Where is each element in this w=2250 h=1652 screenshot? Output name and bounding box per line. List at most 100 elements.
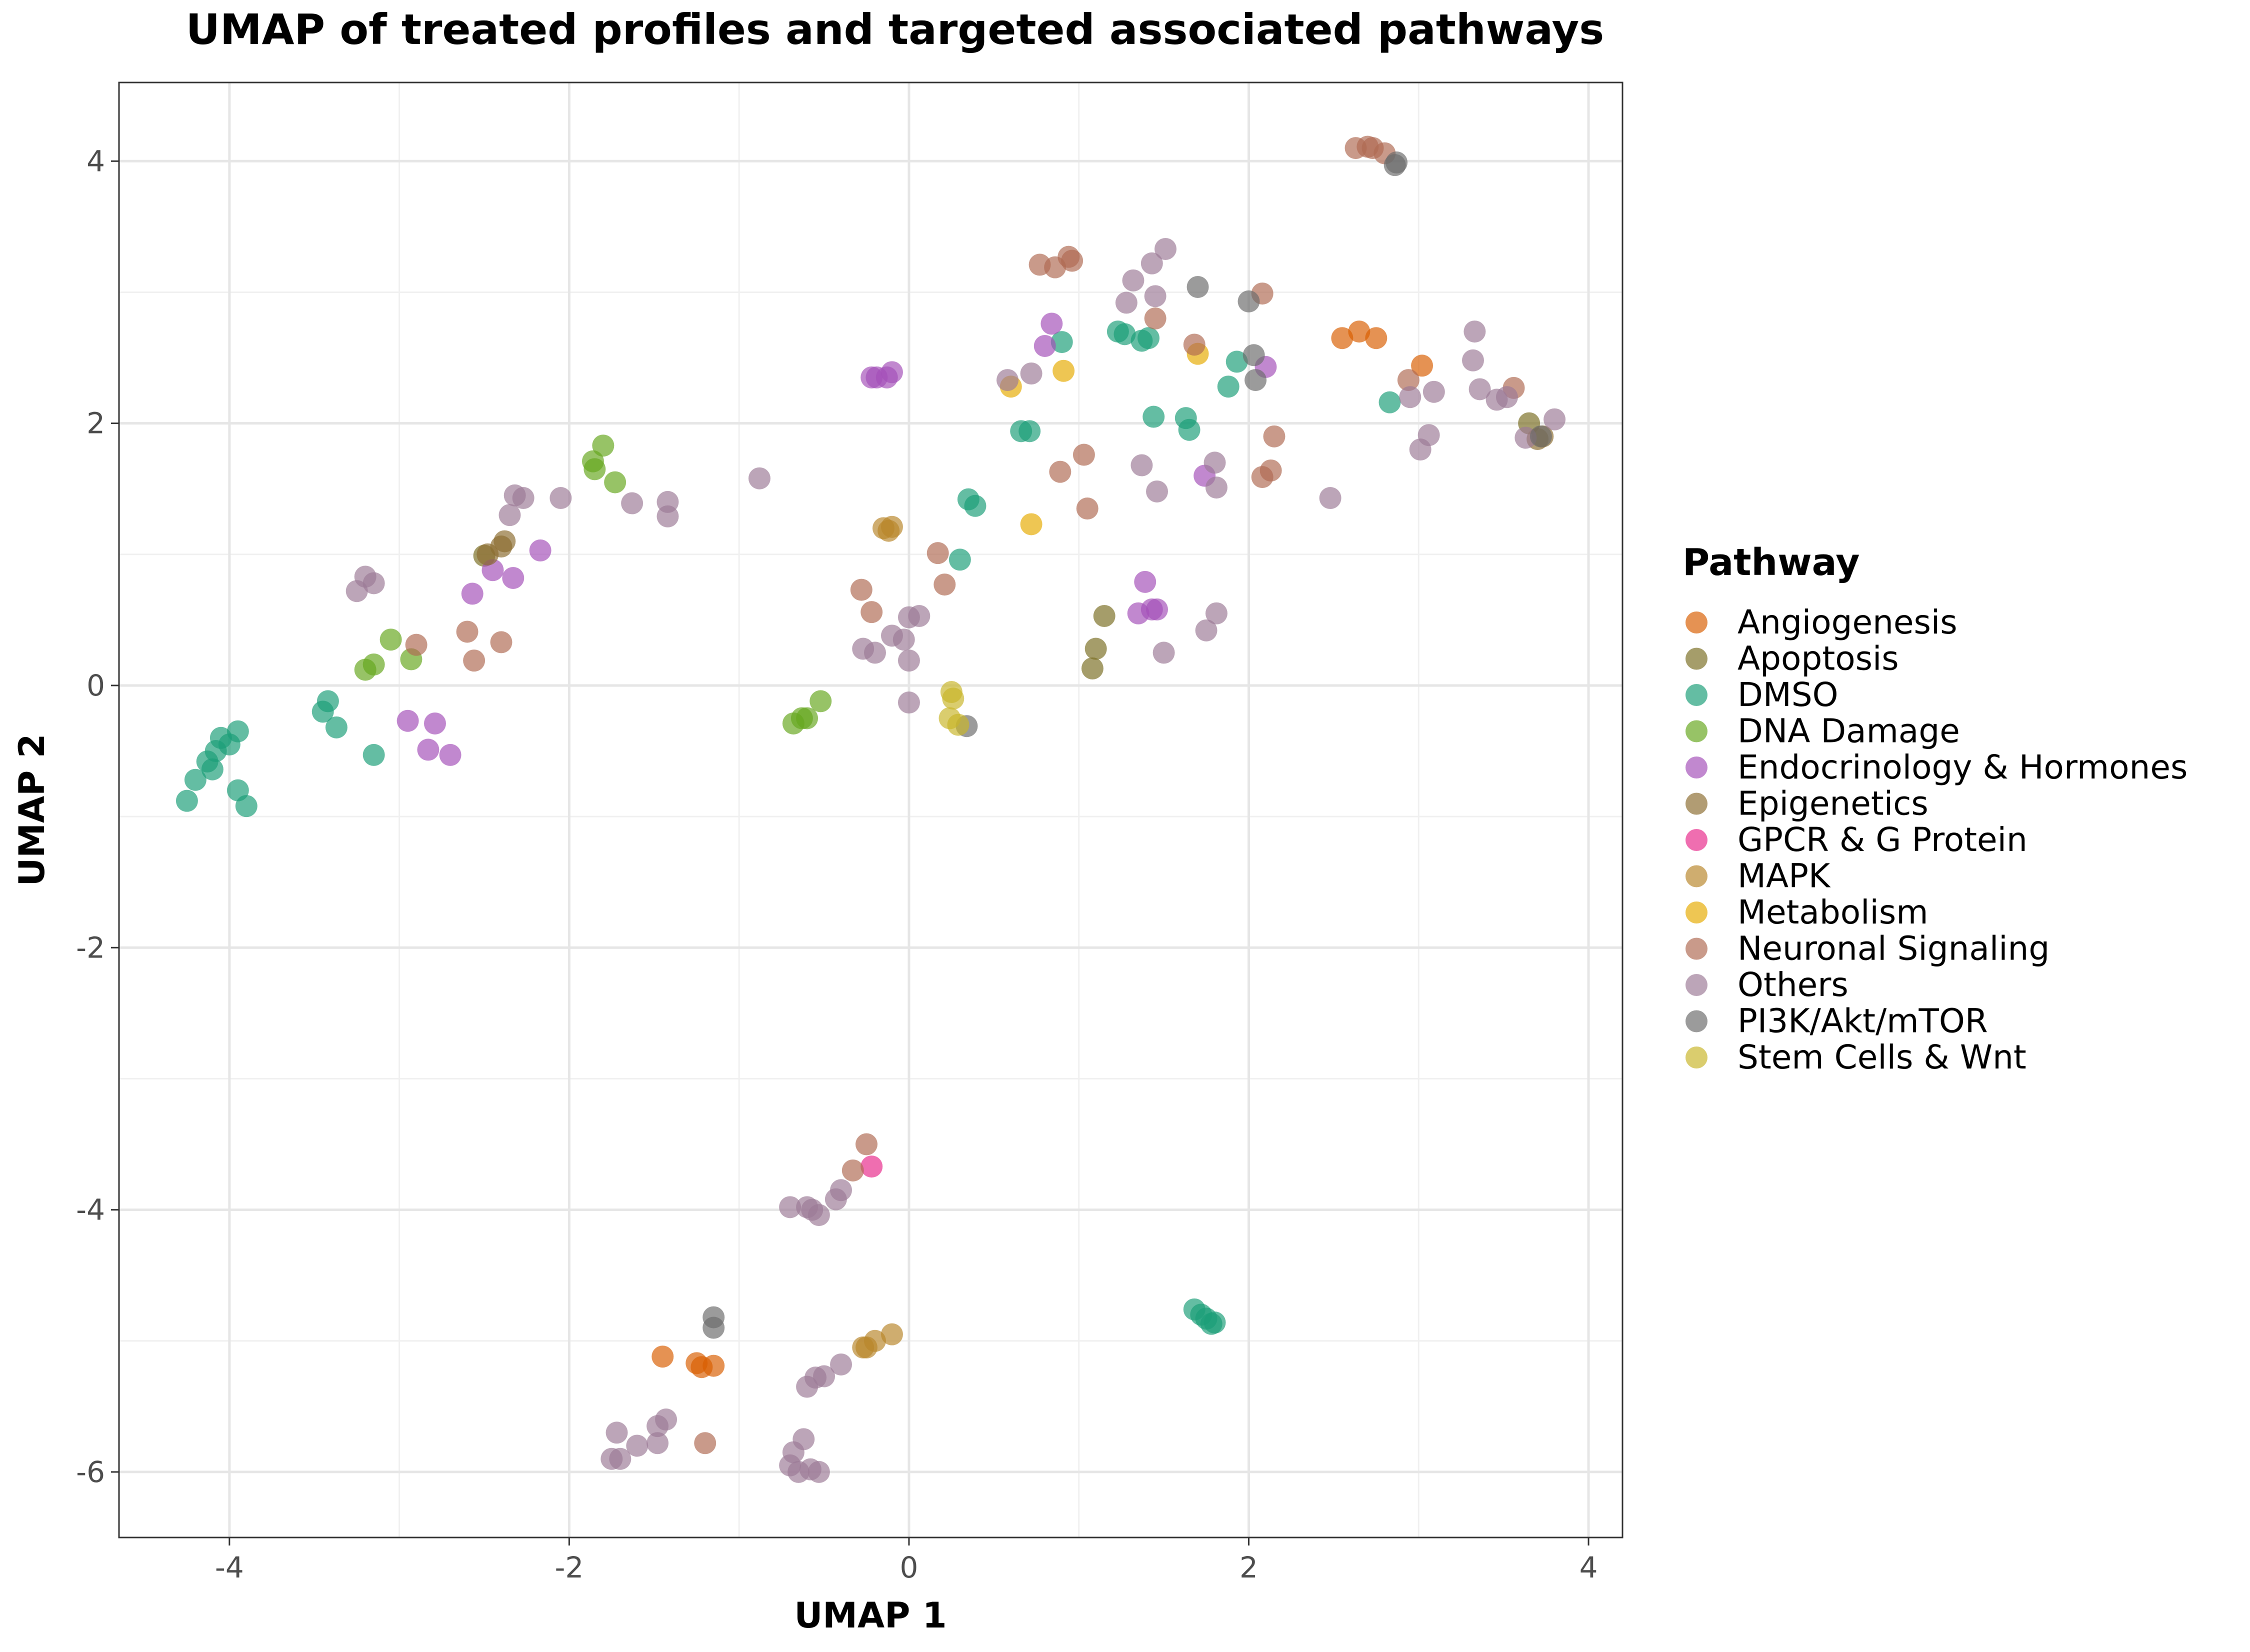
legend-key-others — [1686, 974, 1708, 996]
data-point-others — [362, 572, 385, 594]
data-point-others — [830, 1353, 852, 1376]
data-point-others — [898, 650, 920, 672]
data-point-angiogenesis — [1331, 327, 1354, 350]
data-point-dmso — [201, 758, 224, 780]
x-axis-label: UMAP 1 — [794, 1595, 946, 1636]
data-point-others — [908, 605, 930, 627]
legend-entry-gpcr-g-protein: GPCR & G Protein — [1686, 820, 2028, 859]
grid-layer — [119, 82, 1622, 1538]
data-point-others — [1115, 292, 1138, 314]
data-point-neuronal-signaling — [694, 1432, 716, 1454]
data-point-endocrinology-hormones — [880, 361, 903, 384]
data-point-others — [1140, 252, 1163, 274]
data-point-endocrinology-hormones — [417, 738, 440, 761]
data-point-apoptosis — [1081, 657, 1104, 680]
data-point-others — [655, 1408, 678, 1431]
data-point-pi3k-akt-mtor — [702, 1316, 725, 1339]
data-point-neuronal-signaling — [926, 542, 949, 564]
legend-entry-endocrinology-hormones: Endocrinology & Hormones — [1686, 748, 2188, 786]
legend-key-mapk — [1686, 865, 1708, 888]
data-point-dmso — [1138, 327, 1160, 350]
data-point-neuronal-signaling — [1076, 498, 1098, 520]
x-tick-label: 2 — [1240, 1550, 1258, 1584]
legend-entry-metabolism: Metabolism — [1686, 893, 1928, 932]
legend-label: PI3K/Akt/mTOR — [1738, 1002, 1988, 1040]
data-point-endocrinology-hormones — [1040, 312, 1063, 335]
data-point-others — [892, 628, 915, 651]
data-point-endocrinology-hormones — [1134, 570, 1156, 593]
data-point-metabolism — [1052, 360, 1075, 382]
data-point-dna-damage — [604, 471, 626, 494]
data-point-dmso — [176, 790, 198, 812]
data-point-neuronal-signaling — [490, 631, 512, 654]
data-point-neuronal-signaling — [1061, 250, 1084, 272]
data-point-dmso — [226, 720, 249, 742]
data-point-others — [1205, 602, 1228, 624]
data-point-others — [1154, 238, 1177, 260]
data-point-angiogenesis — [686, 1352, 708, 1374]
legend-label: DNA Damage — [1738, 712, 1960, 750]
data-point-dmso — [316, 690, 339, 712]
data-point-stem-cells-wnt — [942, 688, 964, 710]
data-point-others — [550, 487, 572, 510]
data-point-others — [1144, 285, 1166, 308]
data-point-others — [1544, 408, 1566, 430]
legend-entry-apoptosis: Apoptosis — [1686, 640, 1899, 678]
data-point-dmso — [235, 795, 258, 818]
legend-key-stem-cells-wnt — [1686, 1046, 1708, 1068]
data-point-neuronal-signaling — [934, 574, 956, 596]
data-point-others — [996, 369, 1019, 392]
y-tick-label: 4 — [86, 144, 105, 178]
axis-layer: -4 -2 0 2 4 -6 -4 -2 0 2 4 — [76, 144, 1598, 1584]
legend-key-endocrinology-hormones — [1686, 756, 1708, 778]
data-point-others — [748, 467, 770, 490]
data-point-others — [779, 1196, 802, 1218]
data-point-dna-damage — [362, 654, 385, 676]
legend-label: Endocrinology & Hormones — [1738, 748, 2188, 786]
data-point-angiogenesis — [1348, 320, 1370, 343]
data-point-dmso — [1226, 350, 1248, 373]
x-tick-label: 4 — [1580, 1550, 1598, 1584]
data-point-mapk — [880, 1323, 903, 1346]
data-point-endocrinology-hormones — [424, 712, 446, 734]
data-point-endocrinology-hormones — [1146, 598, 1168, 620]
data-point-dmso — [1142, 406, 1165, 428]
data-point-endocrinology-hormones — [502, 566, 524, 589]
data-point-dna-damage — [810, 690, 832, 712]
data-point-apoptosis — [1093, 605, 1116, 627]
y-tick-label: -4 — [76, 1193, 105, 1227]
data-point-dmso — [1018, 420, 1041, 442]
data-point-pi3k-akt-mtor — [1186, 276, 1209, 298]
data-point-others — [1020, 362, 1042, 384]
data-point-dna-damage — [380, 628, 402, 651]
data-point-others — [1464, 320, 1486, 343]
y-tick-label: 0 — [86, 668, 105, 702]
legend-entry-others: Others — [1686, 966, 1848, 1004]
y-tick-label: -2 — [76, 930, 105, 964]
legend-key-angiogenesis — [1686, 612, 1708, 634]
data-point-mapk — [864, 1330, 886, 1352]
data-point-angiogenesis — [1365, 327, 1388, 350]
data-point-others — [626, 1434, 648, 1457]
data-point-others — [1399, 386, 1422, 408]
legend-key-epigenetics — [1686, 792, 1708, 815]
data-point-neuronal-signaling — [1144, 307, 1166, 330]
data-point-dmso — [948, 548, 971, 571]
legend-label: Neuronal Signaling — [1738, 930, 2050, 968]
data-point-others — [1422, 380, 1445, 403]
data-point-gpcr-g-protein — [860, 1156, 883, 1178]
data-point-apoptosis — [1084, 638, 1107, 660]
data-point-dmso — [1217, 376, 1240, 398]
data-point-dmso — [325, 716, 348, 738]
plot-panel-border — [118, 82, 1624, 1538]
data-point-mapk — [880, 516, 903, 538]
data-point-others — [830, 1179, 852, 1202]
legend-label: Angiogenesis — [1738, 603, 1958, 642]
data-point-endocrinology-hormones — [529, 539, 552, 562]
legend-key-dna-damage — [1686, 720, 1708, 742]
data-point-others — [1130, 454, 1153, 476]
data-point-stem-cells-wnt — [947, 714, 970, 736]
data-point-dmso — [184, 768, 206, 791]
